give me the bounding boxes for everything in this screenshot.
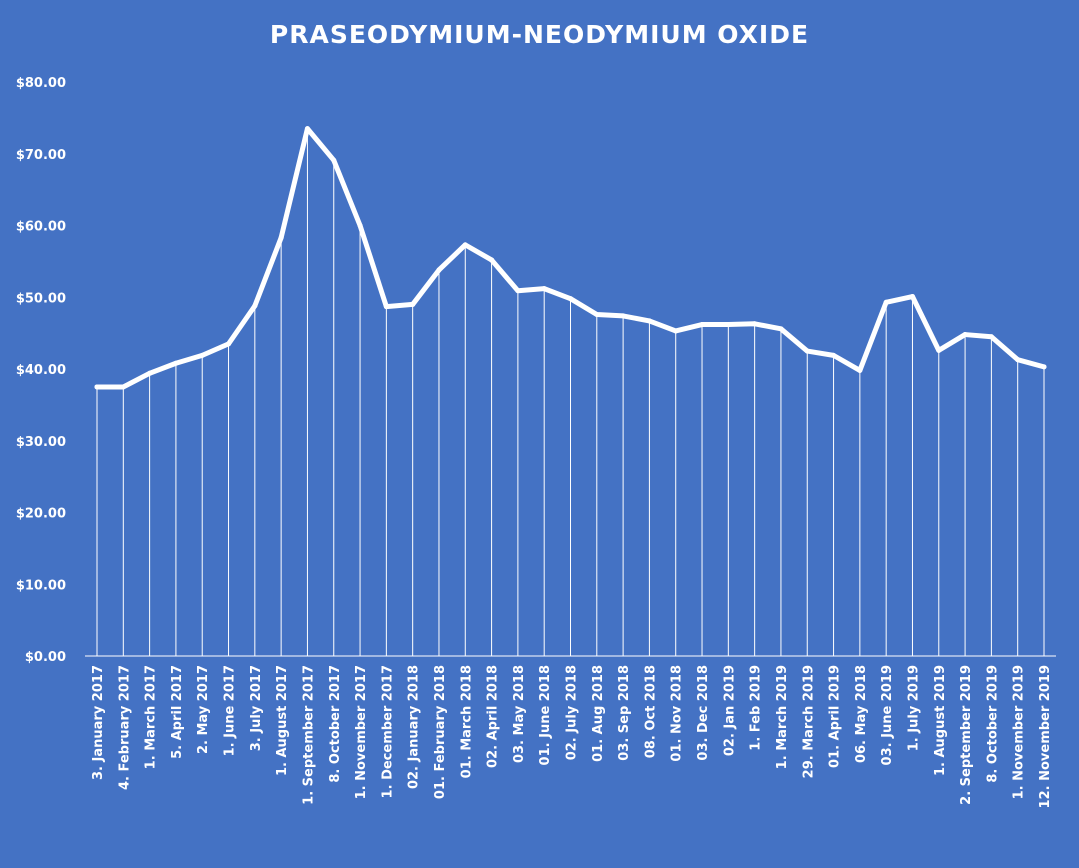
x-tick-label: 01. March 2018 xyxy=(459,665,474,778)
x-tick-label: 1. March 2019 xyxy=(775,665,790,769)
x-tick-label: 03. Dec 2018 xyxy=(696,665,711,761)
x-axis: 3. January 2017 4. February 2017 1. March … xyxy=(91,665,1053,808)
x-tick-label: 1. December 2017 xyxy=(380,665,395,798)
x-tick-label: 1. August 2019 xyxy=(933,665,948,776)
x-tick-label: 02. July 2018 xyxy=(565,665,580,760)
x-tick-label: 1. March 2017 xyxy=(144,665,159,769)
x-tick-label: 1. August 2017 xyxy=(275,665,290,776)
series-line xyxy=(94,126,1047,390)
x-tick-label: 1. Feb 2019 xyxy=(749,665,764,751)
x-tick-label: 2. May 2017 xyxy=(196,665,211,754)
x-tick-label: 01. February 2018 xyxy=(433,665,448,799)
y-tick-label: $40.00 xyxy=(16,363,66,378)
x-tick-label: 5. April 2017 xyxy=(170,665,185,759)
x-tick-label: 12. November 2019 xyxy=(1038,665,1053,808)
y-axis: $0.00 $10.00 $20.00 $30.00 $40.00 $50.00 $60.0… xyxy=(16,76,66,665)
x-tick-label: 02. Jan 2019 xyxy=(722,665,737,756)
y-tick-label: $0.00 xyxy=(25,650,66,665)
y-tick-label: $80.00 xyxy=(16,76,66,91)
y-tick-label: $60.00 xyxy=(16,220,66,235)
drop-lines xyxy=(94,126,1047,656)
y-tick-label: $50.00 xyxy=(16,291,66,306)
x-tick-label: 2. September 2019 xyxy=(959,665,974,805)
x-tick-label: 01. Nov 2018 xyxy=(670,665,685,762)
y-tick-label: $30.00 xyxy=(16,435,66,450)
x-tick-label: 02. April 2018 xyxy=(486,665,501,768)
x-tick-label: 1. November 2017 xyxy=(354,665,369,799)
x-tick-label: 08. Oct 2018 xyxy=(643,665,658,758)
x-tick-label: 29. March 2019 xyxy=(801,665,816,778)
x-tick-label: 3. January 2017 xyxy=(91,665,106,780)
x-tick-label: 1. June 2017 xyxy=(223,665,238,756)
x-tick-label: 8. October 2017 xyxy=(328,665,343,783)
x-tick-label: 1. September 2017 xyxy=(301,665,316,805)
x-tick-label: 3. July 2017 xyxy=(249,665,264,751)
x-tick-label: 06. May 2018 xyxy=(854,665,869,763)
x-tick-label: 1. November 2019 xyxy=(1012,665,1027,799)
x-tick-label: 4. February 2017 xyxy=(117,665,132,790)
x-tick-label: 01. April 2019 xyxy=(828,665,843,768)
y-tick-label: $70.00 xyxy=(16,148,66,163)
chart-title: PRASEODYMIUM-NEODYMIUM OXIDE xyxy=(269,20,810,49)
x-tick-label: 03. Sep 2018 xyxy=(617,665,632,761)
x-tick-label: 03. June 2019 xyxy=(880,665,895,765)
y-tick-label: $20.00 xyxy=(16,507,66,522)
x-tick-label: 02. January 2018 xyxy=(407,665,422,789)
x-tick-label: 01. June 2018 xyxy=(538,665,553,765)
x-tick-label: 03. May 2018 xyxy=(512,665,527,763)
y-tick-label: $10.00 xyxy=(16,578,66,593)
x-tick-label: 01. Aug 2018 xyxy=(591,665,606,762)
x-tick-label: 8. October 2019 xyxy=(985,665,1000,783)
x-tick-label: 1. July 2019 xyxy=(906,665,921,751)
